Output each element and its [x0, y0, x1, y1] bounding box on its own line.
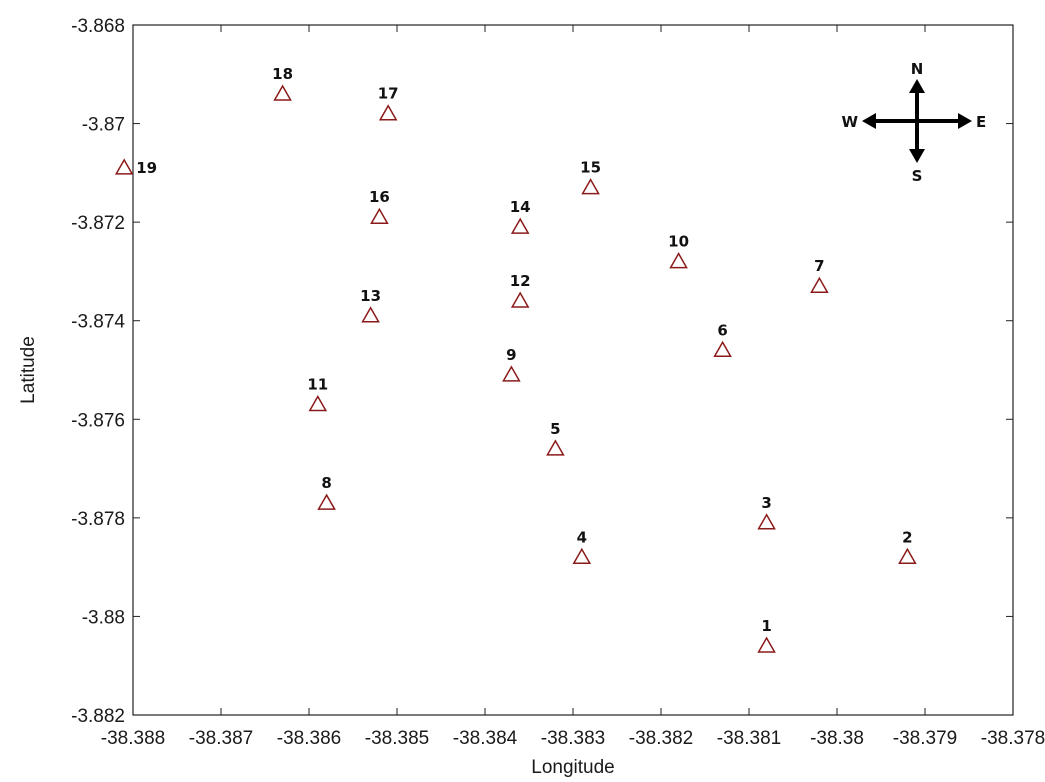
x-axis-title: Longitude [531, 757, 614, 778]
compass-rose: N S E W [841, 60, 986, 185]
point-marker-4 [572, 547, 592, 565]
point-label-13: 13 [360, 287, 381, 305]
point-label-17: 17 [378, 85, 399, 103]
point-marker-15 [581, 178, 600, 195]
point-label-3: 3 [761, 494, 771, 512]
x-tick-label: -38.384 [453, 728, 518, 749]
point-marker-10 [669, 252, 688, 269]
y-tick-label: -3.872 [71, 213, 125, 234]
point-label-18: 18 [272, 65, 293, 83]
compass-south-label: S [912, 167, 923, 185]
x-tick-label: -38.381 [717, 728, 781, 749]
compass-south-arrowhead [909, 149, 925, 163]
point-label-12: 12 [510, 272, 531, 290]
point-marker-8 [317, 493, 336, 510]
point-marker-9 [502, 365, 521, 382]
plot-frame [132, 24, 1014, 716]
x-tick-label: -38.378 [981, 728, 1045, 749]
compass-west-arrowhead [862, 113, 876, 129]
x-tick-label: -38.387 [189, 728, 253, 749]
point-marker-13 [361, 306, 380, 323]
point-marker-7 [810, 276, 829, 293]
point-marker-19 [114, 158, 134, 175]
point-marker-18 [273, 84, 292, 101]
point-marker-14 [510, 217, 530, 234]
y-axis-title: Latitude [18, 336, 39, 404]
point-label-1: 1 [761, 617, 771, 635]
x-tick-label: -38.386 [277, 728, 341, 749]
x-tick-label: -38.388 [101, 728, 165, 749]
point-label-4: 4 [577, 528, 587, 546]
point-label-7: 7 [814, 257, 824, 275]
y-tick-label: -3.878 [71, 509, 125, 530]
point-label-11: 11 [307, 376, 328, 394]
compass-east-arrowhead [958, 113, 972, 129]
point-label-8: 8 [321, 474, 331, 492]
y-tick-label: -3.874 [71, 312, 125, 333]
y-axis-ticks: -3.868 -3.87 -3.872 -3.874 -3.876 -3.878 -3.88… [71, 16, 1013, 727]
point-marker-6 [713, 340, 732, 358]
point-label-5: 5 [550, 420, 560, 438]
x-axis-ticks: -38.388 -38.387 -38.386 -38.385 -38.384 -38.3… [101, 25, 1045, 749]
point-marker-12 [510, 291, 530, 308]
compass-east-label: E [976, 113, 986, 131]
x-tick-label: -38.379 [893, 728, 957, 749]
point-label-6: 6 [717, 321, 727, 339]
point-marker-16 [370, 207, 389, 224]
point-label-19: 19 [136, 159, 157, 177]
compass-north-label: N [911, 60, 924, 78]
x-tick-label: -38.38 [810, 728, 864, 749]
point-marker-2 [898, 547, 917, 565]
x-tick-label: -38.382 [629, 728, 693, 749]
y-tick-label: -3.868 [71, 16, 125, 37]
compass-north-arrowhead [909, 79, 925, 93]
y-tick-label: -3.88 [82, 607, 125, 628]
compass-west-label: W [841, 113, 858, 131]
y-tick-label: -3.876 [71, 410, 125, 431]
point-label-16: 16 [369, 188, 390, 206]
x-tick-label: -38.383 [541, 728, 605, 749]
data-points: 1234567891011121314151617181920 [114, 65, 917, 653]
point-marker-5 [546, 439, 565, 456]
point-label-10: 10 [668, 233, 689, 251]
point-label-15: 15 [580, 159, 601, 177]
point-label-9: 9 [506, 346, 516, 364]
point-label-14: 14 [510, 198, 531, 216]
y-tick-label: -3.87 [82, 115, 125, 136]
point-marker-17 [378, 104, 398, 121]
point-marker-11 [308, 394, 328, 412]
point-marker-3 [757, 513, 776, 530]
x-tick-label: -38.385 [365, 728, 429, 749]
y-tick-label: -3.882 [71, 706, 125, 727]
point-label-2: 2 [902, 528, 912, 546]
point-marker-1 [757, 636, 776, 653]
